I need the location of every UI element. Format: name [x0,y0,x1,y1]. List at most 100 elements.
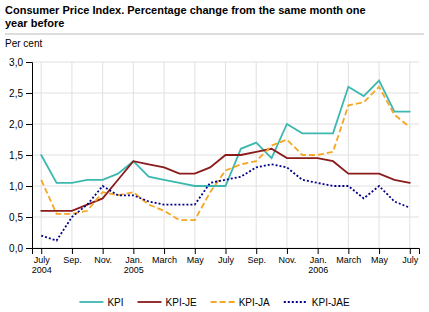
legend-swatch [284,301,308,303]
x-grid-line [102,62,103,248]
x-tick-label-line: Sep. [63,255,82,265]
x-tick-label: Nov. [94,255,112,265]
y-tick: 2,5 [9,88,32,99]
y-tick-mark [26,62,32,63]
x-tick-label-line: March [152,255,177,265]
x-tick-label: Jan.2005 [124,255,144,275]
x-grid-line [379,62,380,248]
y-tick: 1,5 [9,150,32,161]
x-tick-label-line: July [34,255,51,265]
legend-item: KPI-JE [138,297,197,308]
x-tick-mark [133,248,134,254]
x-tick-mark [41,248,42,254]
x-tick-mark [318,248,319,254]
x-tick-label-line: Jan. [310,255,327,265]
x-tick-mark [103,248,104,254]
y-tick: 0,0 [9,243,32,254]
x-tick-mark [164,248,165,254]
x-tick-mark [379,248,380,254]
x-tick-label-line: March [336,255,361,265]
x-tick-label: March [336,255,361,265]
legend-item: KPI [79,297,123,308]
x-grid-line [256,62,257,248]
y-tick-label: 0,0 [9,243,23,254]
x-tick: Nov. [94,248,112,265]
title-line: Consumer Price Index. Percentage change … [5,4,366,16]
x-tick-label: July [402,255,419,265]
y-tick-mark [26,124,32,125]
x-tick-label-line: May [371,255,389,265]
y-axis: 0,0 0,5 1,0 1,5 2,0 2,5 3,0 [9,57,32,254]
legend-item: KPI-JAE [284,297,350,308]
y-tick: 1,0 [9,181,32,192]
y-tick: 3,0 [9,57,32,68]
x-tick-label: May [371,255,389,265]
x-tick-label-line: 2005 [124,265,144,275]
x-tick: Jan.2005 [124,248,144,275]
x-tick-label: Sep. [247,255,266,265]
x-grid-line [164,62,165,248]
legend-label: KPI-JE [166,297,197,308]
x-tick-label: Jan.2006 [308,255,328,275]
x-grid-line [286,62,287,248]
y-tick-label: 3,0 [9,57,23,68]
chart: Consumer Price Index. Percentage change … [0,0,429,312]
x-axis-domain [33,249,420,255]
title-line: year before [5,17,64,29]
x-tick: May [371,248,389,265]
y-tick-mark [26,217,32,218]
legend-label: KPI [107,297,123,308]
x-tick: May [187,248,205,265]
y-tick-mark [26,186,32,187]
y-axis-domain [26,63,33,249]
series-line [41,149,410,211]
x-tick-label-line: Sep. [247,255,266,265]
y-tick-mark [26,93,32,94]
x-tick-mark [287,248,288,254]
legend-swatch [79,301,103,303]
legend-swatch [138,301,162,303]
y-tick-label: 1,0 [9,181,23,192]
x-grid-line [409,62,410,248]
x-tick-label-line: May [187,255,205,265]
series-line [41,87,410,220]
x-tick-label: March [152,255,177,265]
y-axis-label: Per cent [5,38,42,49]
x-tick: July2004 [32,248,52,275]
x-tick: March [152,248,177,265]
y-tick-label: 2,5 [9,88,23,99]
x-tick-label: Sep. [63,255,82,265]
x-grid-line [71,62,72,248]
series-line [41,164,410,240]
x-tick-label-line: 2004 [32,265,52,275]
x-tick-label: July [218,255,235,265]
legend-swatch [211,301,235,303]
y-tick: 2,0 [9,119,32,130]
x-tick: July [218,248,235,265]
x-tick-mark [348,248,349,254]
y-tick-label: 1,5 [9,150,23,161]
title: Consumer Price Index. Percentage change … [5,4,366,29]
x-tick-label-line: Nov. [94,255,112,265]
x-tick-mark [195,248,196,254]
x-tick-label: July2004 [32,255,52,275]
x-tick-mark [226,248,227,254]
x-grid-line [133,62,134,248]
x-tick-label-line: Nov. [279,255,297,265]
y-tick: 0,5 [9,212,32,223]
title-separator [5,34,424,35]
lines [41,81,410,241]
y-tick-label: 0,5 [9,212,23,223]
x-tick-label-line: July [402,255,419,265]
legend-label: KPI-JA [239,297,270,308]
legend: KPI KPI-JE KPI-JA KPI-JAE [79,297,349,308]
x-tick: July [402,248,419,265]
x-tick-mark [72,248,73,254]
grid [32,62,419,248]
x-axis: July2004Sep.Nov.Jan.2005MarchMayJulySep.… [32,248,420,275]
x-tick-mark [410,248,411,254]
y-tick-mark [26,248,32,249]
y-tick-label: 2,0 [9,119,23,130]
x-tick-mark [256,248,257,254]
x-tick-label-line: 2006 [308,265,328,275]
